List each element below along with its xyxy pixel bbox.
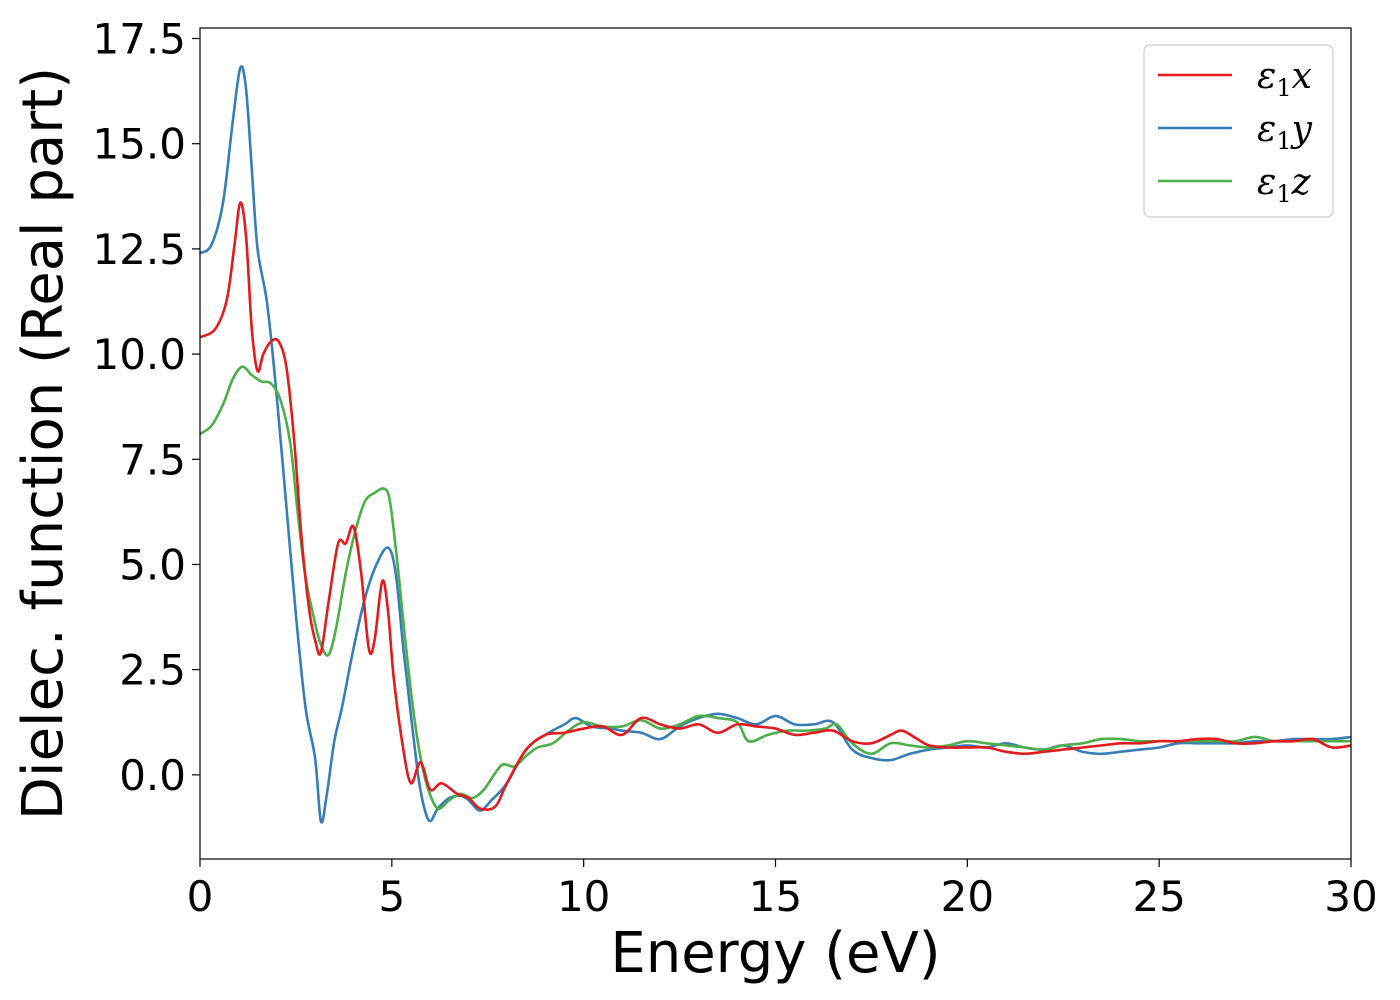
x-tick-label: 20 [941, 872, 994, 921]
y-tick-label: 12.5 [92, 225, 186, 274]
y-axis-title: Dielec. function (Real part) [11, 67, 76, 820]
y-axis: 0.0 2.5 5.0 7.5 10.0 12.5 15.0 17.5 [92, 15, 200, 800]
y-tick-label: 5.0 [119, 540, 186, 589]
series-line-y [200, 65, 1351, 824]
y-tick-label: 17.5 [92, 15, 186, 64]
x-tick-label: 25 [1132, 872, 1185, 921]
x-axis-title: Energy (eV) [610, 921, 940, 986]
legend-box [1143, 44, 1334, 218]
x-tick-label: 10 [557, 872, 610, 921]
x-tick-label: 30 [1324, 872, 1377, 921]
legend-label: ε1x [1257, 56, 1312, 102]
y-tick-label: 7.5 [119, 435, 186, 484]
legend-label: ε1y [1257, 109, 1313, 155]
legend-label: ε1z [1257, 162, 1312, 208]
x-axis: 0 5 10 15 20 25 30 [187, 859, 1378, 921]
y-tick-label: 10.0 [92, 330, 186, 379]
x-tick-label: 15 [749, 872, 802, 921]
y-tick-label: 2.5 [119, 646, 186, 695]
x-tick-label: 5 [378, 872, 405, 921]
y-tick-label: 0.0 [119, 751, 186, 800]
series-layer [200, 65, 1351, 824]
y-tick-label: 15.0 [92, 120, 186, 169]
x-tick-label: 0 [187, 872, 214, 921]
series-line-x [200, 201, 1351, 811]
legend: ε1x ε1y ε1z [1143, 44, 1334, 218]
